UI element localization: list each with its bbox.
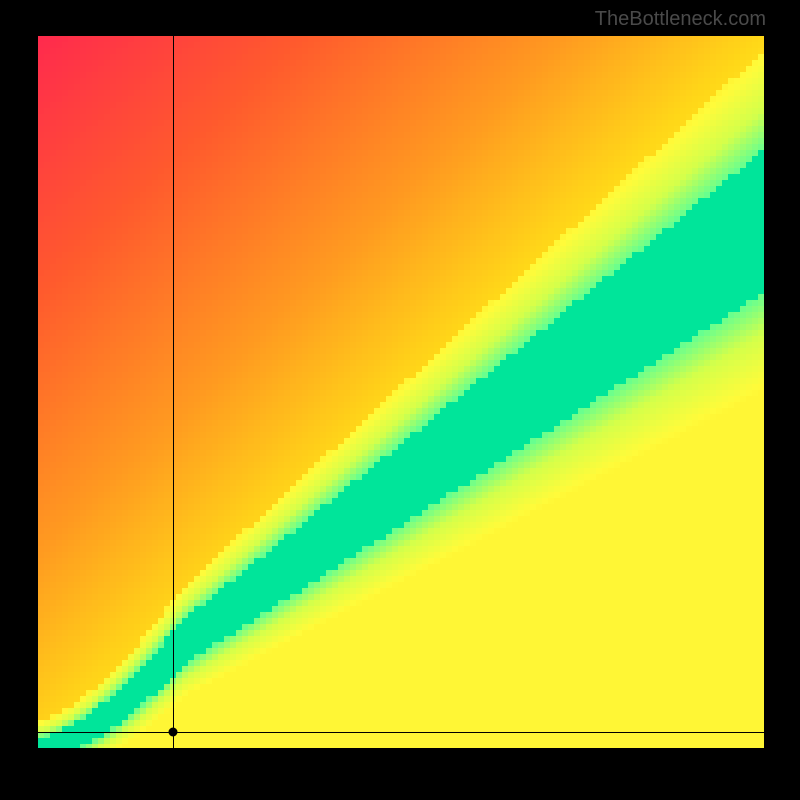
watermark-text: TheBottleneck.com [595,8,766,31]
crosshair-vertical [173,36,174,750]
heatmap-plot [38,36,764,748]
crosshair-marker-dot [169,728,178,737]
crosshair-horizontal [38,732,764,733]
heatmap-canvas [38,36,764,748]
